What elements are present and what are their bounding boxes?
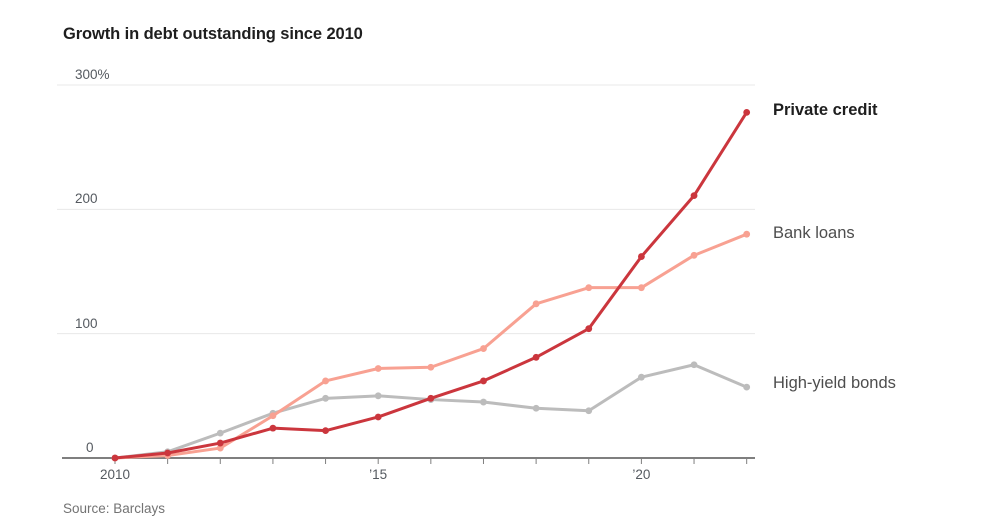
- source-attribution: Source: Barclays: [63, 501, 166, 516]
- data-point-marker: [638, 253, 645, 260]
- y-axis-label: 200: [75, 191, 98, 207]
- data-point-marker: [322, 377, 329, 385]
- data-point-marker: [743, 230, 751, 238]
- data-point-marker: [532, 404, 540, 412]
- data-point-marker: [480, 398, 487, 406]
- series-label-high-yield-bonds: High-yield bonds: [773, 374, 896, 392]
- data-point-marker: [216, 444, 224, 452]
- data-point-marker: [374, 413, 382, 421]
- y-axis-label: 100: [75, 315, 98, 331]
- data-point-marker: [638, 373, 645, 381]
- data-point-marker: [585, 284, 593, 292]
- data-point-marker: [690, 192, 698, 200]
- data-point-marker: [322, 394, 329, 402]
- series-label-private-credit: Private credit: [773, 101, 878, 119]
- data-point-marker: [216, 429, 224, 437]
- data-point-marker: [690, 361, 698, 369]
- data-point-marker: [743, 383, 751, 391]
- x-axis-label: ’15: [369, 467, 388, 482]
- data-point-marker: [585, 325, 593, 333]
- series-line: [113, 232, 749, 460]
- data-point-marker: [374, 365, 382, 372]
- series-label-bank-loans: Bank loans: [773, 224, 855, 242]
- data-point-marker: [480, 345, 487, 352]
- data-point-marker: [322, 427, 329, 435]
- data-point-marker: [532, 300, 540, 308]
- data-point-marker: [164, 449, 172, 457]
- data-point-marker: [269, 412, 277, 420]
- x-axis-label: 2010: [99, 467, 131, 482]
- y-axis-label: 300%: [75, 67, 110, 82]
- data-point-marker: [374, 392, 382, 400]
- data-point-marker: [111, 454, 119, 462]
- data-point-marker: [427, 363, 435, 371]
- y-axis-label: 0: [86, 440, 94, 455]
- data-point-marker: [743, 108, 751, 116]
- data-point-marker: [216, 439, 224, 447]
- data-point-marker: [690, 251, 698, 259]
- data-point-marker: [427, 394, 435, 402]
- data-point-marker: [480, 377, 487, 385]
- chart-title: Growth in debt outstanding since 2010: [63, 25, 363, 43]
- series-line: [113, 110, 749, 460]
- data-point-marker: [638, 284, 645, 292]
- data-point-marker: [585, 407, 593, 415]
- data-point-marker: [532, 353, 540, 361]
- data-point-marker: [269, 424, 277, 432]
- x-axis-label: ’20: [632, 467, 651, 482]
